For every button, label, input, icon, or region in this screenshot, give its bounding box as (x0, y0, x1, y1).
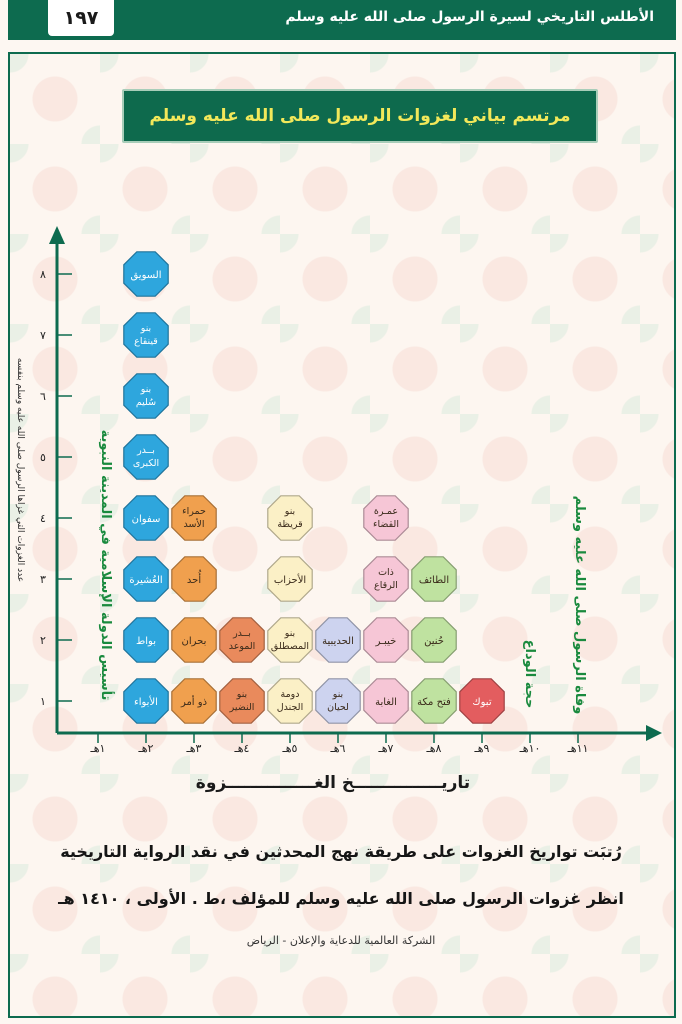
annotation-farewell-hajj: حجة الوداع (522, 640, 537, 709)
ghazwa-octagon (123, 495, 169, 541)
ghazwa-label: بواط (136, 636, 156, 647)
ghazwa-label: بنو النضير (229, 689, 255, 713)
ghazwa-octagon (123, 617, 169, 663)
page-number: ١٩٧ (46, 0, 116, 38)
x-tick-label: ٥هـ (282, 742, 298, 755)
x-tick-label: ١هـ (90, 742, 106, 755)
ghazwa-octagon (315, 617, 361, 663)
ghazwa-label: بنو قريظة (277, 506, 302, 530)
ghazwa-label: الطائف (419, 575, 449, 586)
ghazwa-octagon (363, 678, 409, 724)
y-tick-label: ٦ (40, 390, 46, 403)
ghazwa-octagon (363, 617, 409, 663)
ghazwa-label: الحديبية (322, 636, 354, 647)
annotation-prophet-death: وفاة الرسول صلى الله عليه وسلم (572, 496, 587, 715)
ghazwa-octagon (267, 495, 313, 541)
y-tick-label: ٥ (40, 451, 46, 464)
ghazwa-octagon (123, 251, 169, 297)
ghazwa-octagon (123, 678, 169, 724)
y-tick-label: ٣ (40, 573, 46, 586)
ghazwa-octagon (363, 556, 409, 602)
ghazwa-label: سفوان (132, 514, 161, 525)
ghazwa-octagon (459, 678, 505, 724)
x-tick-label: ١١هـ (567, 742, 589, 755)
ghazwa-octagon (171, 556, 217, 602)
ghazwa-label: الغابة (375, 697, 397, 708)
ghazwa-octagon (411, 678, 457, 724)
footer-publisher: الشركة العالمية للدعاية والإعلان - الريا… (246, 934, 436, 947)
ghazwa-label: دومة الجندل (277, 689, 303, 713)
y-tick-label: ٢ (40, 634, 46, 647)
ghazwa-octagon (363, 495, 409, 541)
chart-title: مرتسم بياني لغزوات الرسول صلى الله عليه … (122, 89, 598, 143)
ghazwa-octagon (267, 556, 313, 602)
x-axis-title: تاريـــــــــــــــخ الغـــــــــــــــز… (196, 773, 470, 793)
ghazwa-label: ذو أمر (180, 695, 207, 708)
ghazwa-label: فتح مكة (417, 697, 451, 708)
ghazwa-label: ذات الرقاع (374, 567, 398, 591)
x-tick-label: ٨هـ (426, 742, 442, 755)
ghazwa-label: بــدر الكبرى (133, 445, 159, 469)
footer-note: رُتبَت تواريخ الغزوات على طريقة نهج المح… (60, 842, 622, 861)
ghazwa-label: الأحزاب (274, 573, 306, 586)
x-tick-label: ٤هـ (234, 742, 250, 755)
ghazwa-octagon (123, 312, 169, 358)
ghazwa-octagon (267, 678, 313, 724)
x-tick-label: ٦هـ (330, 742, 346, 755)
ghazwa-octagon (411, 617, 457, 663)
ghazwa-octagon (171, 495, 217, 541)
ghazwa-label: الأبواء (134, 695, 158, 708)
ghazwa-label: حُنين (424, 636, 444, 647)
annotation-foundation: تأسيس الدولة الإسلامية في المدينة النبوي… (98, 430, 115, 701)
ghazwa-label: حمراء الأسد (182, 506, 206, 530)
ghazwa-label: العُشيرة (129, 575, 162, 586)
x-tick-label: ٩هـ (474, 742, 490, 755)
ghazwa-octagon (267, 617, 313, 663)
y-tick-label: ١ (40, 695, 46, 708)
ghazwa-label: عمـرة القضاء (373, 506, 399, 530)
ghazwa-label: بنو قينقاع (134, 323, 158, 347)
y-tick-label: ٤ (40, 512, 46, 525)
ghazwa-label: بنو المصطلق (271, 628, 309, 652)
ghazwa-octagon (171, 678, 217, 724)
header-bar: ١٩٧ الأطلس التاريخي لسيرة الرسول صلى الل… (8, 0, 676, 40)
ghazwa-label: بنو لحيان (327, 689, 349, 713)
ghazwa-octagon (219, 617, 265, 663)
ghazwa-octagon (123, 373, 169, 419)
ghazwa-label: السويق (130, 270, 161, 281)
ghazwa-label: بنو سُليم (136, 384, 156, 408)
ghazwa-octagon (123, 556, 169, 602)
ghazwa-octagon (219, 678, 265, 724)
ghazwa-octagon (411, 556, 457, 602)
x-tick-label: ١٠هـ (519, 742, 541, 755)
ghazwa-label: خيبـر (375, 636, 397, 647)
page-frame (8, 52, 676, 1018)
ghazwa-octagon (315, 678, 361, 724)
ghazwa-octagon (123, 434, 169, 480)
y-axis-arrow (49, 226, 65, 244)
x-tick-label: ٧هـ (378, 742, 394, 755)
ghazwa-label: تبوك (472, 697, 491, 708)
y-axis-title: عدد الغزوات التي غزاها الرسول صلى الله ع… (15, 358, 25, 582)
x-tick-label: ٢هـ (138, 742, 154, 755)
y-tick-label: ٨ (40, 268, 46, 281)
x-tick-label: ٣هـ (186, 742, 202, 755)
ghazwa-label: بحران (182, 636, 207, 647)
ghazwa-octagon (171, 617, 217, 663)
header-title: الأطلس التاريخي لسيرة الرسول صلى الله عل… (285, 9, 654, 25)
ghazwa-label: بــدر الموعد (229, 628, 256, 652)
y-tick-label: ٧ (40, 329, 46, 342)
footer-reference: انظر غزوات الرسول صلى الله عليه وسلم للم… (58, 889, 624, 908)
x-axis-arrow (646, 725, 662, 741)
